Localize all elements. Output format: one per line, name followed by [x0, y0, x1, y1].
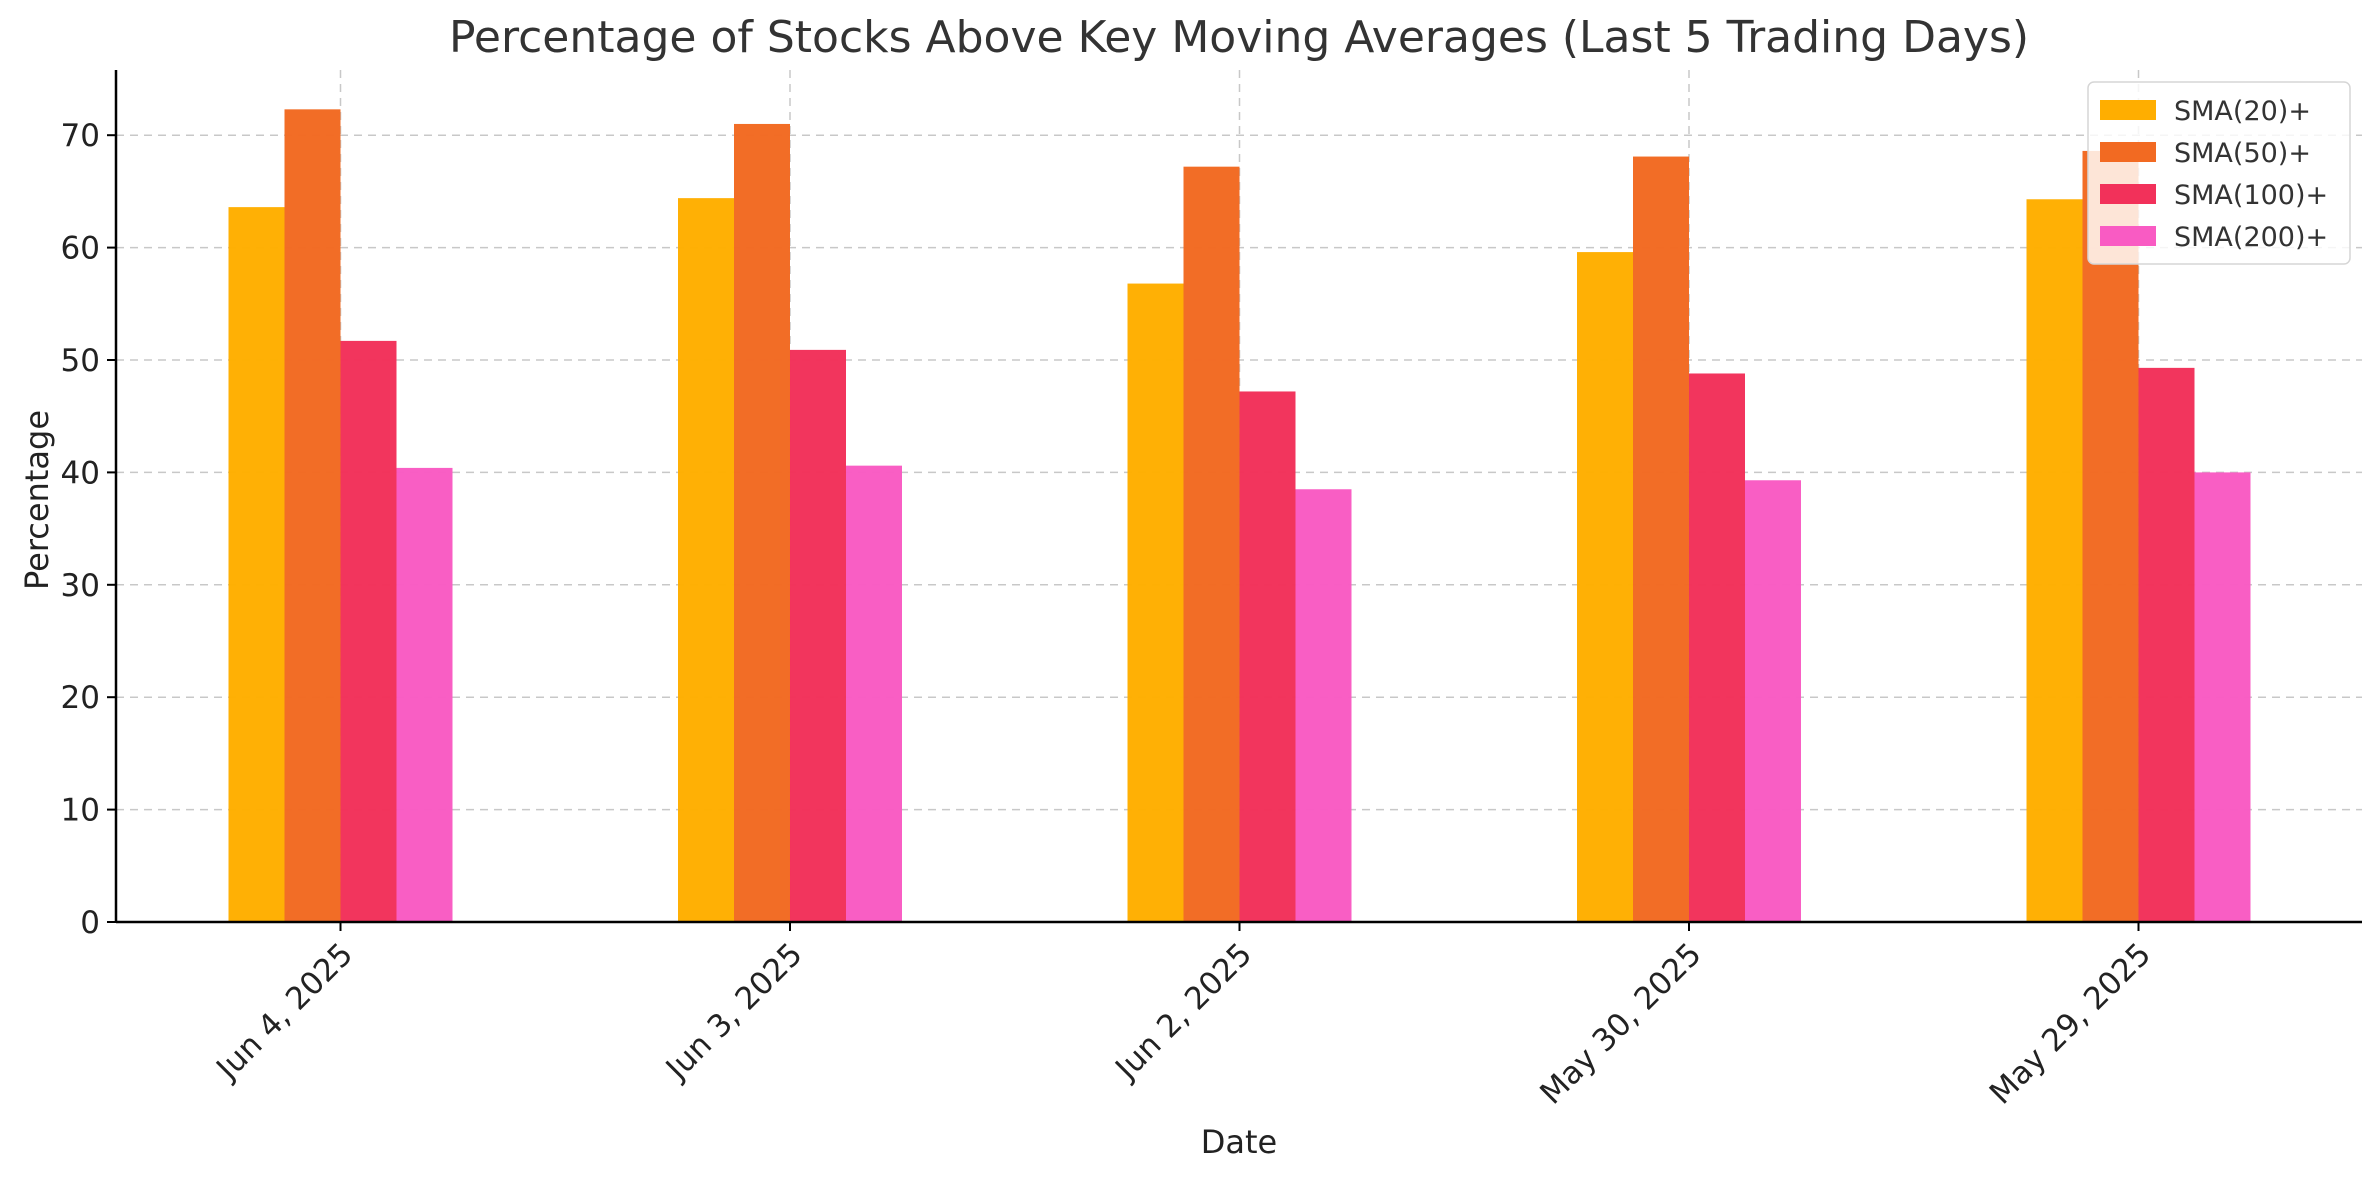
bar-sma-200-4: [2194, 472, 2251, 922]
bar-sma-20-4: [2026, 199, 2083, 922]
y-ticks: 0 10 20 30 40 50 60 70: [61, 118, 116, 941]
legend-swatch: [2100, 184, 2156, 204]
x-ticks: Jun 4, 2025 Jun 3, 2025 Jun 2, 2025 May 30,…: [208, 922, 2158, 1112]
legend-label: SMA(200)+: [2174, 222, 2328, 253]
bar-sma-20-2: [1127, 283, 1184, 922]
bar-sma-200-0: [396, 467, 453, 922]
y-tick-label: 0: [80, 905, 100, 941]
legend-frame: [2087, 81, 2351, 265]
bar-sma-100-4: [2138, 367, 2195, 922]
bar-sma-100-0: [340, 340, 397, 922]
bar-sma-20-1: [678, 198, 734, 922]
bar-sma-50-0: [284, 109, 341, 922]
bar-sma-100-2: [1239, 391, 1296, 922]
legend-label: SMA(100)+: [2174, 180, 2328, 211]
bar-sma-200-2: [1295, 489, 1352, 922]
legend-swatch: [2100, 226, 2156, 246]
bar-sma-50-3: [1633, 156, 1689, 922]
y-tick-label: 10: [61, 793, 100, 829]
x-tick-label: May 29, 2025: [1983, 936, 2158, 1111]
y-tick-label: 40: [61, 455, 100, 491]
y-tick-label: 70: [61, 118, 100, 154]
y-tick-label: 50: [61, 343, 100, 379]
bar-sma-200-3: [1745, 480, 1801, 922]
bar-sma-200-1: [846, 465, 902, 922]
bar-sma-100-1: [790, 349, 846, 922]
y-tick-label: 30: [61, 568, 100, 604]
legend-swatch: [2100, 142, 2156, 162]
legend-swatch: [2100, 100, 2156, 120]
bar-sma-50-2: [1183, 166, 1240, 922]
y-tick-label: 20: [61, 680, 100, 716]
chart-title: Percentage of Stocks Above Key Moving Av…: [449, 12, 2029, 63]
bar-sma-20-3: [1577, 252, 1633, 922]
bar-sma-50-4: [2082, 150, 2139, 922]
legend-label: SMA(50)+: [2174, 138, 2311, 169]
bar-sma-20-0: [228, 207, 285, 923]
legend: SMA(20)+ SMA(50)+ SMA(100)+ SMA(200)+: [2087, 81, 2351, 265]
x-tick-label: Jun 4, 2025: [208, 936, 360, 1088]
x-tick-label: Jun 2, 2025: [1107, 936, 1259, 1088]
legend-label: SMA(20)+: [2174, 96, 2311, 127]
y-tick-label: 60: [61, 231, 100, 267]
bar-sma-50-1: [734, 123, 790, 922]
x-axis-label: Date: [1201, 1123, 1277, 1161]
x-tick-label: Jun 3, 2025: [658, 936, 810, 1088]
bars: [228, 109, 2251, 923]
x-tick-label: May 30, 2025: [1533, 936, 1708, 1111]
bar-sma-100-3: [1689, 373, 1745, 922]
y-axis-label: Percentage: [18, 410, 56, 590]
